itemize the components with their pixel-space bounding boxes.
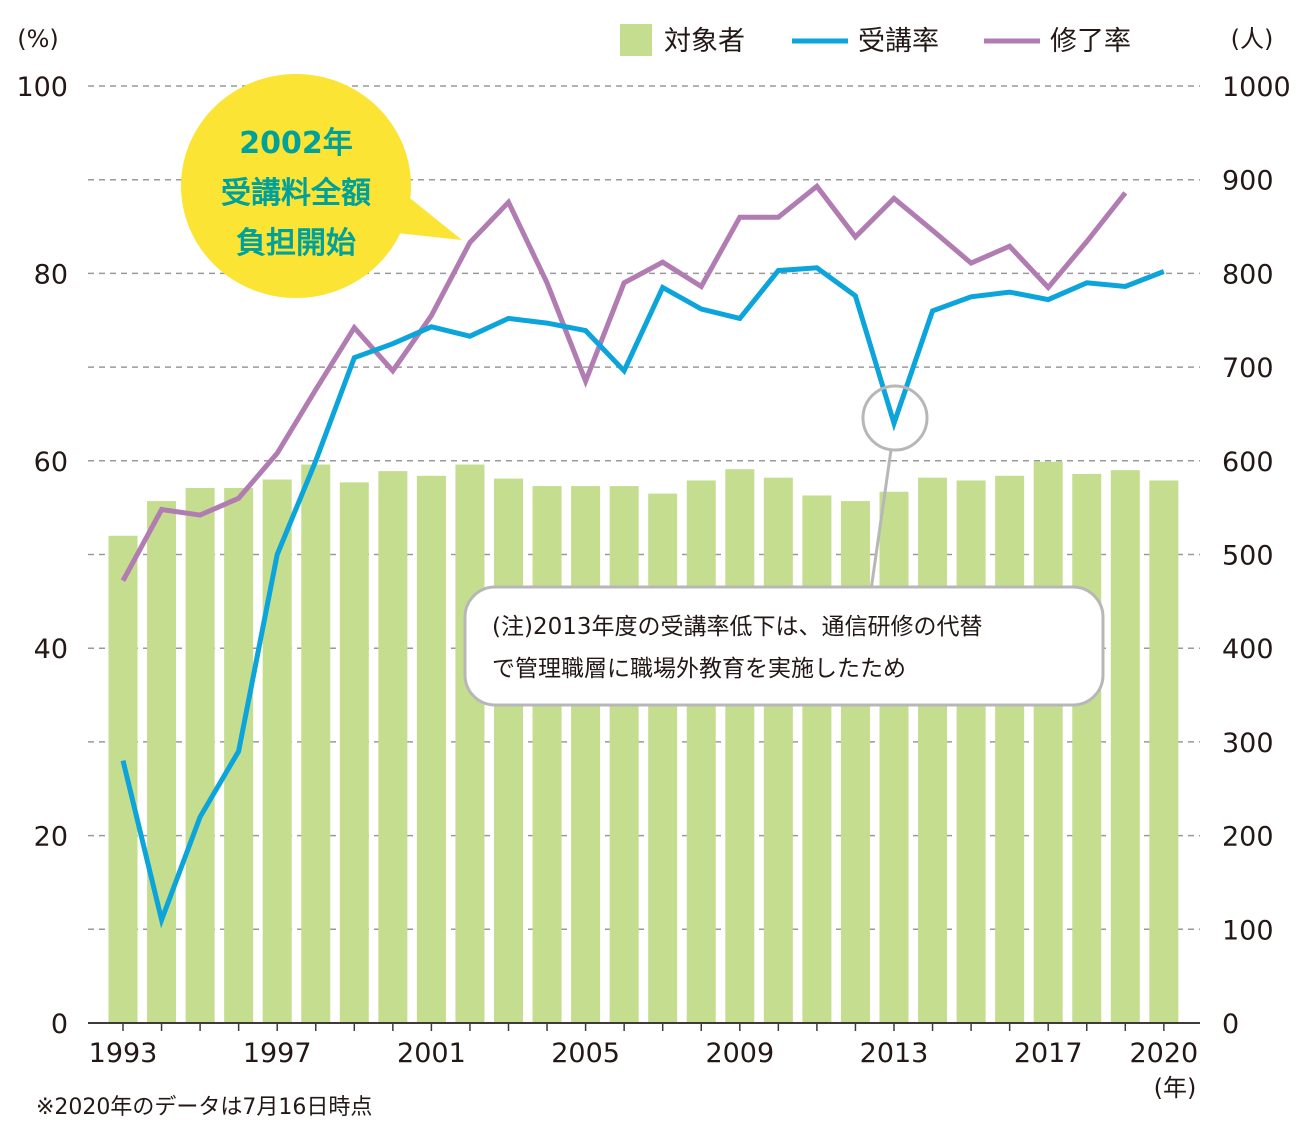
bar-2018 [1072,473,1102,1024]
y-right-tick-label-200: 200 [1222,822,1274,853]
y-left-tick-label-100: 100 [16,72,68,103]
y-left-unit-label: (%) [17,25,59,53]
legend-label-target: 対象者 [664,26,745,57]
callout-line-2: 受講料全額 [221,176,371,211]
footnote: ※2020年のデータは7月16日時点 [36,1095,372,1120]
bars-target [108,461,1179,1024]
y-right-tick-label-600: 600 [1222,447,1274,478]
x-unit-label: (年) [1154,1074,1197,1102]
bar-2002 [455,464,485,1024]
bar-2010 [763,477,793,1023]
x-tick-label-2020: 2020 [1129,1038,1198,1069]
bar-1995 [185,487,215,1023]
bar-2000 [378,471,408,1023]
bar-2005 [571,486,601,1023]
bar-1997 [262,479,292,1023]
x-tick-label-2001: 2001 [397,1038,466,1069]
y-right-tick-label-700: 700 [1222,353,1274,384]
bar-2004 [532,486,562,1023]
y-left-tick-label-60: 60 [34,447,68,478]
y-right-tick-label-400: 400 [1222,634,1274,665]
bar-2020 [1149,480,1179,1023]
highlight-circle-2013 [861,384,929,452]
bar-2003 [494,478,523,1023]
bar-2007 [648,493,678,1024]
bar-2006 [609,486,639,1023]
legend-label-attendance: 受講率 [858,26,939,57]
bar-2008 [686,480,716,1023]
bar-2001 [416,475,446,1023]
bar-1998 [301,464,331,1024]
note-2013: (注)2013年度の受講率低下は、通信研修の代替 で管理職層に職場外教育を実施し… [463,384,1105,707]
y-left-tick-label-0: 0 [51,1009,68,1040]
legend-label-completion: 修了率 [1050,26,1131,57]
bar-2017 [1033,461,1063,1023]
bar-1999 [339,482,369,1023]
x-tick-label-1997: 1997 [243,1038,312,1069]
x-tick-label-1993: 1993 [89,1038,158,1069]
y-right-tick-label-300: 300 [1222,728,1274,759]
note-connector [869,449,893,591]
y-left-tick-label-80: 80 [34,259,68,290]
callout-line-1: 2002年 [239,126,353,161]
y-right-tick-label-1000: 1000 [1222,72,1291,103]
note-line-2: で管理職層に職場外教育を実施したため [492,656,906,682]
bar-2009 [725,469,755,1023]
bar-1994 [147,501,177,1023]
callout-2002: 2002年 受講料全額 負担開始 [181,74,462,298]
y-right-unit-label: (人) [1231,25,1274,53]
note-box [463,585,1105,707]
y-left-tick-label-40: 40 [34,634,68,665]
x-tick-label-2009: 2009 [705,1038,774,1069]
bar-2014 [918,477,948,1023]
line-series-completion [120,182,1128,582]
x-tick-label-2013: 2013 [860,1038,929,1069]
y-right-tick-label-900: 900 [1222,166,1274,197]
bar-2019 [1110,470,1140,1023]
bar-2012 [840,501,870,1023]
bar-2015 [956,480,986,1023]
bar-2013 [879,491,909,1023]
series-lines [120,182,1165,929]
line-series-attendance [120,265,1165,929]
legend: 対象者 受講率 修了率 [620,24,1131,57]
y-right-tick-label-100: 100 [1222,915,1274,946]
y-right-tick-label-500: 500 [1222,541,1274,572]
bar-2011 [802,495,832,1023]
bar-1993 [108,535,138,1023]
y-right-tick-label-0: 0 [1222,1009,1239,1040]
note-line-1: (注)2013年度の受講率低下は、通信研修の代替 [492,614,982,640]
y-right-tick-label-800: 800 [1222,259,1274,290]
callout-line-3: 負担開始 [236,226,356,261]
axes: 1993 1997 2001 2005 2009 2013 2017 2020 0 20 40 60 8… [16,72,1290,1069]
bar-2016 [995,475,1025,1023]
legend-swatch-bar [620,24,652,56]
x-tick-label-2017: 2017 [1014,1038,1083,1069]
x-tick-label-2005: 2005 [551,1038,620,1069]
y-left-tick-label-20: 20 [34,822,68,853]
callout-bubble [181,74,411,298]
